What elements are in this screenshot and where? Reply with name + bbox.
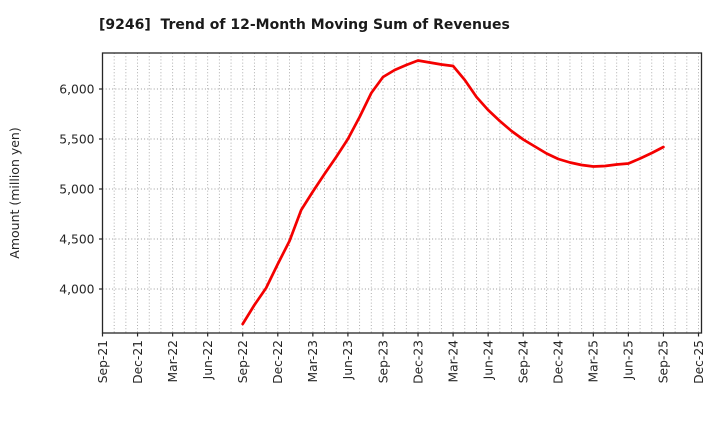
x-tick-label: Mar-24 (446, 340, 460, 383)
x-tick-label: Sep-21 (96, 340, 110, 383)
x-tick-label: Sep-25 (657, 340, 671, 383)
x-tick-label: Dec-23 (411, 340, 425, 384)
x-tick-label: Jun-22 (201, 340, 215, 380)
x-tick-label: Dec-21 (131, 340, 145, 384)
x-tick-label: Jun-25 (622, 340, 636, 380)
revenue-line (241, 59, 665, 326)
plot-border (101, 52, 703, 334)
series (241, 59, 665, 326)
x-tick-label: Sep-22 (236, 340, 250, 383)
x-tick-label: Dec-24 (552, 340, 566, 384)
y-tick-label: 5,000 (59, 182, 94, 196)
y-tick-labels: 4,000 4,500 5,000 5,500 6,000 (59, 82, 94, 296)
x-tick-label: Dec-22 (271, 340, 285, 384)
y-tick-label: 5,500 (59, 132, 94, 146)
chart-title: [9246] Trend of 12-Month Moving Sum of R… (99, 17, 510, 33)
x-tick-label: Mar-23 (306, 340, 320, 383)
y-tick-label: 4,500 (59, 232, 94, 246)
x-tick-label: Jun-23 (341, 340, 355, 380)
y-tick-label: 6,000 (59, 82, 94, 96)
x-tick-label: Sep-23 (376, 340, 390, 383)
y-axis-label: Amount (million yen) (7, 127, 22, 258)
y-tick-label: 4,000 (59, 282, 94, 296)
gridlines (102, 53, 702, 333)
axis-ticks (99, 88, 700, 337)
x-tick-label: Dec-25 (692, 340, 706, 384)
x-tick-label: Sep-24 (517, 340, 531, 383)
x-tick-label: Mar-25 (587, 340, 601, 383)
x-tick-label: Mar-22 (166, 340, 180, 383)
x-tick-labels: Sep-21 Dec-21 Mar-22 Jun-22 Sep-22 Dec-22 Mar-… (96, 340, 706, 384)
x-tick-label: Jun-24 (481, 340, 495, 380)
